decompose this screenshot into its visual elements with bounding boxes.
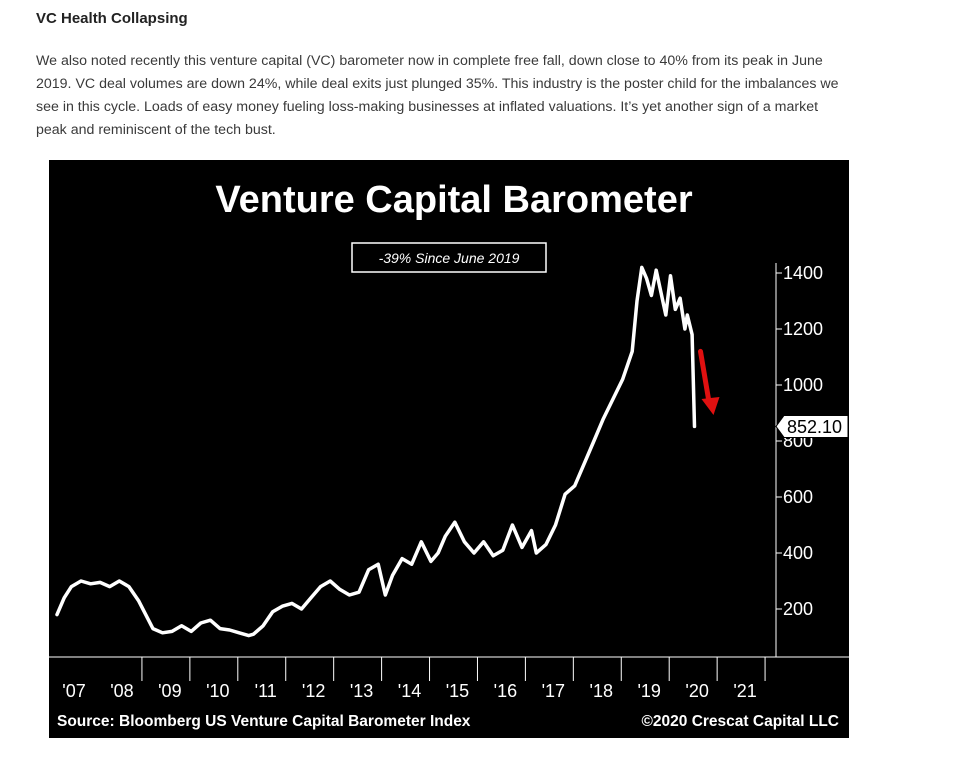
x-tick-label: '10: [206, 681, 229, 701]
paragraph-line: see in this cycle. Loads of easy money f…: [36, 99, 819, 115]
x-tick-label: '08: [110, 681, 133, 701]
x-tick-label: '15: [446, 681, 469, 701]
y-tick-label: 1400: [783, 263, 823, 283]
x-tick-label: '12: [302, 681, 325, 701]
x-tick-label: '14: [398, 681, 421, 701]
x-tick-label: '17: [542, 681, 565, 701]
paragraph-line: peak and reminiscent of the tech bust.: [36, 122, 276, 138]
x-tick-label: '18: [590, 681, 613, 701]
article-paragraph: We also noted recently this venture capi…: [36, 50, 876, 142]
copyright-text: ©2020 Crescat Capital LLC: [642, 713, 840, 730]
x-tick-label: '07: [62, 681, 85, 701]
x-tick-label: '19: [637, 681, 660, 701]
chart-image: Venture Capital Barometer -39% Since Jun…: [49, 160, 849, 738]
x-tick-label: '13: [350, 681, 373, 701]
x-tick-label: '21: [733, 681, 756, 701]
down-arrow-icon: [697, 348, 720, 415]
paragraph-line: 2019. VC deal volumes are down 24%, whil…: [36, 76, 839, 92]
source-text: Source: Bloomberg US Venture Capital Bar…: [57, 713, 471, 730]
y-tick-label: 600: [783, 487, 813, 507]
y-tick-label: 1000: [783, 375, 823, 395]
chart-title: Venture Capital Barometer: [215, 179, 692, 221]
x-tick-label: '20: [685, 681, 708, 701]
venture-capital-chart: Venture Capital Barometer -39% Since Jun…: [49, 179, 849, 730]
series-line: [55, 265, 697, 638]
y-tick-label: 1200: [783, 319, 823, 339]
annotation-text: -39% Since June 2019: [379, 250, 520, 266]
x-tick-label: '09: [158, 681, 181, 701]
y-tick-label: 400: [783, 543, 813, 563]
article-heading: VC Health Collapsing: [36, 10, 188, 27]
x-tick-label: '16: [494, 681, 517, 701]
y-tick-label: 200: [783, 599, 813, 619]
x-tick-label: '11: [255, 681, 277, 701]
annotation-box: [351, 242, 547, 273]
last-value-tag: [775, 414, 849, 438]
paragraph-line: We also noted recently this venture capi…: [36, 53, 823, 69]
last-value-label: 852.10: [787, 417, 842, 437]
